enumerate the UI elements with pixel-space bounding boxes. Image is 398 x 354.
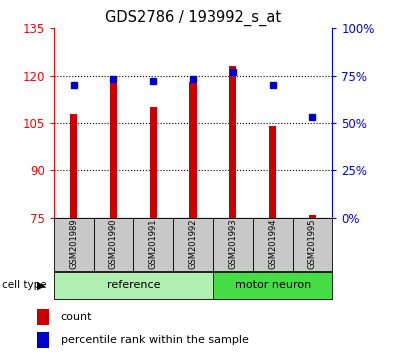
- Bar: [150, 107, 157, 218]
- Text: GSM201990: GSM201990: [109, 218, 118, 269]
- Bar: [70, 114, 77, 218]
- Bar: [37, 309, 49, 325]
- Text: motor neuron: motor neuron: [234, 280, 311, 290]
- Text: GSM201991: GSM201991: [149, 218, 158, 269]
- Bar: [189, 82, 197, 218]
- Bar: [173, 218, 213, 271]
- Text: count: count: [61, 312, 92, 322]
- Bar: [54, 218, 94, 271]
- Bar: [293, 218, 332, 271]
- Bar: [253, 218, 293, 271]
- Text: GSM201995: GSM201995: [308, 218, 317, 269]
- Title: GDS2786 / 193992_s_at: GDS2786 / 193992_s_at: [105, 9, 281, 25]
- Bar: [269, 126, 276, 218]
- Text: GSM201994: GSM201994: [268, 218, 277, 269]
- Bar: [309, 215, 316, 218]
- Bar: [213, 272, 332, 299]
- Text: ▶: ▶: [37, 280, 45, 290]
- Bar: [37, 332, 49, 348]
- Bar: [229, 66, 236, 218]
- Text: cell type: cell type: [2, 280, 47, 290]
- Bar: [133, 218, 173, 271]
- Bar: [94, 218, 133, 271]
- Bar: [213, 218, 253, 271]
- Bar: [54, 272, 213, 299]
- Bar: [110, 82, 117, 218]
- Text: GSM201989: GSM201989: [69, 218, 78, 269]
- Text: percentile rank within the sample: percentile rank within the sample: [61, 335, 249, 346]
- Text: GSM201993: GSM201993: [228, 218, 237, 269]
- Text: reference: reference: [107, 280, 160, 290]
- Text: GSM201992: GSM201992: [189, 218, 197, 269]
